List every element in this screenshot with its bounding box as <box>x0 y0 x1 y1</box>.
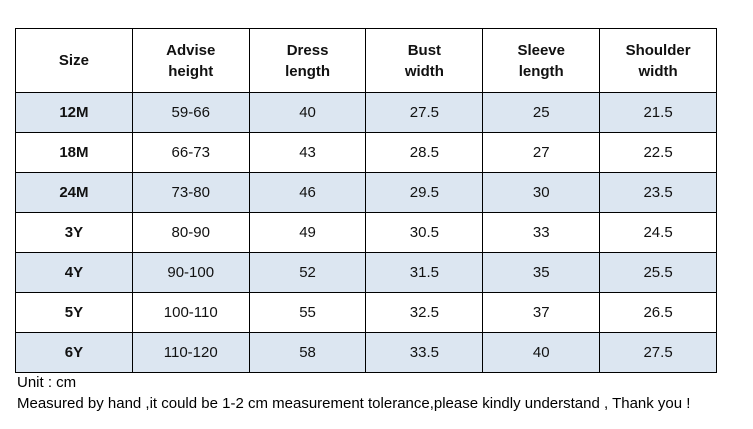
header-cell: Sleeve length <box>482 28 601 93</box>
table-body: 12M 59-66 40 27.5 25 21.5 18M 66-73 43 28.5 27 22.5… <box>15 92 717 373</box>
value-cell: 37 <box>482 292 601 333</box>
value-cell: 23.5 <box>599 172 717 213</box>
value-cell: 40 <box>482 332 601 373</box>
header-text: width <box>404 62 444 80</box>
header-cell: Dress length <box>248 28 367 93</box>
value-cell: 43 <box>248 132 367 173</box>
value-cell: 30.5 <box>365 212 484 253</box>
table-row: 6Y 110-120 58 33.5 40 27.5 <box>15 332 717 373</box>
header-row: Size Advise height Dress length Bust width Slee… <box>15 28 717 93</box>
size-cell: 6Y <box>15 332 133 373</box>
header-text: Advise <box>166 41 216 59</box>
header-text: Size <box>58 52 89 69</box>
size-cell: 4Y <box>15 252 133 293</box>
value-cell: 66-73 <box>131 132 250 173</box>
header-cell: Advise height <box>131 28 250 93</box>
value-cell: 21.5 <box>599 92 717 133</box>
value-cell: 33 <box>482 212 601 253</box>
value-cell: 27.5 <box>365 92 484 133</box>
value-cell: 35 <box>482 252 601 293</box>
value-cell: 26.5 <box>599 292 717 333</box>
table-row: 24M 73-80 46 29.5 30 23.5 <box>15 172 717 213</box>
value-cell: 90-100 <box>131 252 250 293</box>
value-cell: 29.5 <box>365 172 484 213</box>
value-cell: 25 <box>482 92 601 133</box>
value-cell: 30 <box>482 172 601 213</box>
header-text: length <box>518 62 564 80</box>
size-cell: 18M <box>15 132 133 173</box>
value-cell: 24.5 <box>599 212 717 253</box>
size-cell: 24M <box>15 172 133 213</box>
table-row: 3Y 80-90 49 30.5 33 24.5 <box>15 212 717 253</box>
value-cell: 49 <box>248 212 367 253</box>
table-row: 4Y 90-100 52 31.5 35 25.5 <box>15 252 717 293</box>
value-cell: 22.5 <box>599 132 717 173</box>
value-cell: 40 <box>248 92 367 133</box>
value-cell: 73-80 <box>131 172 250 213</box>
tolerance-note: Measured by hand ,it could be 1-2 cm mea… <box>17 395 691 412</box>
size-cell: 3Y <box>15 212 133 253</box>
header-cell: Shoulder width <box>599 28 717 93</box>
size-cell: 5Y <box>15 292 133 333</box>
header-text: Dress <box>286 41 329 59</box>
value-cell: 100-110 <box>131 292 250 333</box>
value-cell: 32.5 <box>365 292 484 333</box>
size-table: Size Advise height Dress length Bust width Slee… <box>15 28 717 373</box>
header-text: Shoulder <box>625 41 691 59</box>
header-text: Sleeve <box>517 41 565 59</box>
value-cell: 25.5 <box>599 252 717 293</box>
table-row: 12M 59-66 40 27.5 25 21.5 <box>15 92 717 133</box>
value-cell: 31.5 <box>365 252 484 293</box>
value-cell: 58 <box>248 332 367 373</box>
table-row: 5Y 100-110 55 32.5 37 26.5 <box>15 292 717 333</box>
header-cell: Size <box>15 28 133 93</box>
unit-note: Unit : cm <box>17 374 77 391</box>
value-cell: 52 <box>248 252 367 293</box>
value-cell: 27.5 <box>599 332 717 373</box>
value-cell: 27 <box>482 132 601 173</box>
value-cell: 28.5 <box>365 132 484 173</box>
header-cell: Bust width <box>365 28 484 93</box>
value-cell: 46 <box>248 172 367 213</box>
header-text: length <box>285 62 331 80</box>
header-text: height <box>168 62 214 80</box>
table-row: 18M 66-73 43 28.5 27 22.5 <box>15 132 717 173</box>
value-cell: 59-66 <box>131 92 250 133</box>
value-cell: 110-120 <box>131 332 250 373</box>
size-cell: 12M <box>15 92 133 133</box>
header-text: Bust <box>407 41 442 59</box>
value-cell: 80-90 <box>131 212 250 253</box>
value-cell: 33.5 <box>365 332 484 373</box>
value-cell: 55 <box>248 292 367 333</box>
header-text: width <box>638 62 678 80</box>
